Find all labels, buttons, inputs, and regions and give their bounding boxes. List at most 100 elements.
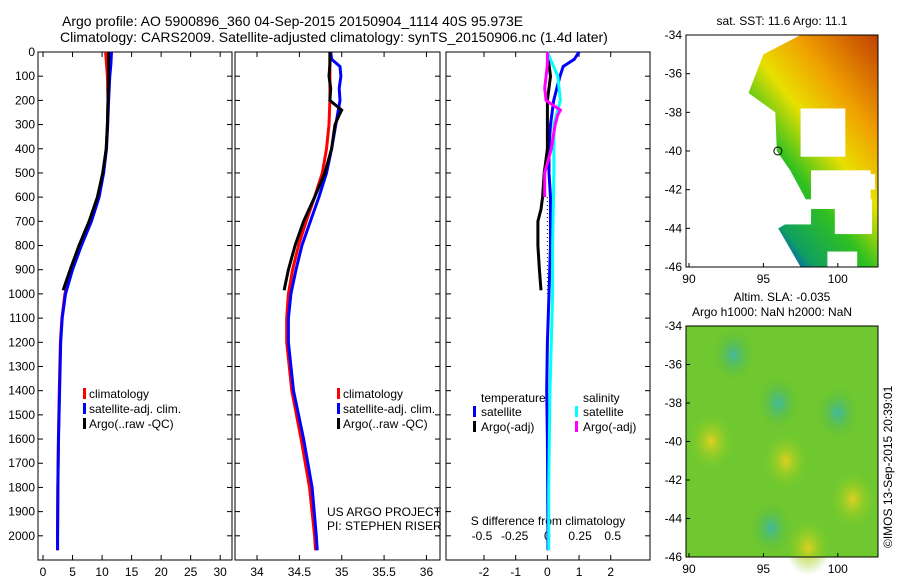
lon-tick-label: 90 bbox=[682, 272, 696, 286]
title-line-1: Argo profile: AO 5900896_360 04-Sep-2015… bbox=[62, 13, 524, 29]
series-line-s-satellite bbox=[546, 51, 562, 551]
imos-credit: ©IMOS 13-Sep-2015 20:39:01 bbox=[881, 385, 895, 548]
x-tick-label: 34 bbox=[250, 565, 264, 579]
lat-tick-label: -34 bbox=[665, 319, 683, 333]
sla-anomaly bbox=[748, 500, 793, 557]
lat-tick-label: -34 bbox=[665, 28, 683, 42]
sst-gap bbox=[800, 108, 846, 157]
lat-tick-label: -36 bbox=[665, 358, 683, 372]
legend-label: satellite-adj. clim. bbox=[343, 402, 435, 416]
y-tick-label: 1100 bbox=[9, 311, 35, 325]
x2-tick-label: -0.25 bbox=[501, 529, 529, 543]
y-tick-label: 0 bbox=[28, 45, 35, 59]
legend-label: climatology bbox=[343, 387, 403, 401]
x-tick-label: 35.5 bbox=[372, 565, 396, 579]
y-tick-label: 300 bbox=[15, 118, 35, 132]
y-tick-label: 100 bbox=[15, 69, 35, 83]
sla-anomaly bbox=[756, 375, 801, 431]
series-line-t-satellite bbox=[545, 51, 581, 551]
legend-swatch bbox=[83, 403, 86, 414]
title-line-2: Climatology: CARS2009. Satellite-adjuste… bbox=[60, 29, 608, 45]
map-subtitle: Argo h1000: NaN h2000: NaN bbox=[692, 305, 852, 319]
x2-tick-label: 0.25 bbox=[568, 529, 592, 543]
lon-tick-label: 100 bbox=[828, 562, 848, 576]
lat-tick-label: -42 bbox=[665, 473, 683, 487]
sla-anomaly bbox=[689, 413, 734, 470]
y-tick-label: 1900 bbox=[8, 505, 35, 519]
y-tick-label: 900 bbox=[15, 263, 35, 277]
legend-swatch bbox=[83, 418, 86, 429]
y-tick-label: 800 bbox=[15, 239, 35, 253]
map-sst-map: sat. SST: 11.6 Argo: 11.1 -34 -36 -38 -40 -42… bbox=[665, 14, 879, 286]
lat-tick-label: -36 bbox=[665, 67, 683, 81]
panel-difference: -2-1012T difference from climatologyS di… bbox=[445, 51, 651, 579]
panel-salinity: 3434.53535.536salinityclimatologysatelli… bbox=[234, 51, 442, 579]
project-annotation: US ARGO PROJECT bbox=[327, 505, 442, 519]
lat-tick-label: -44 bbox=[665, 221, 683, 235]
y-tick-label: 1200 bbox=[8, 335, 35, 349]
y-tick-label: 2000 bbox=[8, 529, 35, 543]
sla-anomaly bbox=[830, 471, 875, 528]
series-line-argo-raw-qc- bbox=[61, 52, 111, 291]
x2-tick-label: -0.5 bbox=[472, 529, 493, 543]
x-tick-label: 15 bbox=[125, 565, 139, 579]
x-tick-label: -1 bbox=[510, 565, 521, 579]
x-tick-label: 34.5 bbox=[288, 565, 312, 579]
series-line-satellite-adj-clim- bbox=[286, 51, 343, 551]
lat-tick-label: -44 bbox=[665, 512, 683, 526]
x-tick-label: 1 bbox=[576, 565, 583, 579]
legend-label: Argo(..raw -QC) bbox=[343, 417, 428, 431]
legend-label: Argo(-adj) bbox=[481, 420, 534, 434]
x2-tick-label: 0.5 bbox=[604, 529, 621, 543]
y-tick-label: 1000 bbox=[8, 287, 35, 301]
lon-tick-label: 95 bbox=[757, 272, 771, 286]
y-tick-label: 600 bbox=[15, 190, 35, 204]
legend-swatch bbox=[337, 388, 340, 399]
legend-swatch bbox=[337, 418, 340, 429]
legend-title-temperature: temperature bbox=[481, 391, 546, 405]
y-tick-label: 1700 bbox=[8, 456, 35, 470]
series-line-argo-raw-qc- bbox=[282, 52, 344, 291]
sla-anomaly bbox=[763, 432, 808, 489]
lat-tick-label: -46 bbox=[665, 260, 683, 274]
y-tick-label: 1400 bbox=[8, 384, 35, 398]
plot-frame bbox=[37, 51, 233, 561]
y-tick-label: 1800 bbox=[8, 480, 35, 494]
x-tick-label: -2 bbox=[479, 565, 490, 579]
legend-label: Argo(..raw -QC) bbox=[89, 417, 174, 431]
x-tick-label: 5 bbox=[69, 565, 76, 579]
argo-position-marker bbox=[773, 146, 783, 156]
series-line-climatology bbox=[285, 52, 332, 551]
legend-swatch bbox=[575, 421, 578, 432]
y-tick-label: 500 bbox=[15, 166, 35, 180]
panel-temperature: 0100200300400500600700800900100011001200… bbox=[8, 45, 233, 579]
lat-tick-label: -38 bbox=[665, 396, 683, 410]
plot-frame bbox=[234, 51, 441, 561]
legend-swatch bbox=[473, 421, 476, 432]
legend-swatch bbox=[575, 406, 578, 417]
sla-anomaly bbox=[786, 519, 831, 576]
project-annotation: PI: STEPHEN RISER bbox=[327, 519, 442, 533]
legend-title-salinity: salinity bbox=[583, 391, 620, 405]
lat-tick-label: -46 bbox=[665, 550, 683, 564]
lon-tick-label: 95 bbox=[757, 562, 771, 576]
map-title: Altim. SLA: -0.035 bbox=[734, 290, 831, 304]
x-tick-label: 25 bbox=[184, 565, 198, 579]
lon-tick-label: 90 bbox=[682, 562, 696, 576]
sst-gap bbox=[827, 251, 858, 271]
y-tick-label: 1300 bbox=[8, 359, 35, 373]
x-tick-label: 0 bbox=[544, 565, 551, 579]
sst-gap bbox=[781, 199, 812, 225]
x-tick-label: 36 bbox=[420, 565, 434, 579]
lon-tick-label: 100 bbox=[828, 272, 848, 286]
legend-swatch bbox=[83, 388, 86, 399]
series-line-s-argo-adj- bbox=[543, 52, 563, 198]
y-tick-label: 1500 bbox=[8, 408, 35, 422]
legend-label: satellite bbox=[481, 405, 522, 419]
x-tick-label: 2 bbox=[607, 565, 614, 579]
x-tick-label: 20 bbox=[154, 565, 168, 579]
sla-anomaly bbox=[711, 326, 756, 383]
x-tick-label: 10 bbox=[95, 565, 109, 579]
